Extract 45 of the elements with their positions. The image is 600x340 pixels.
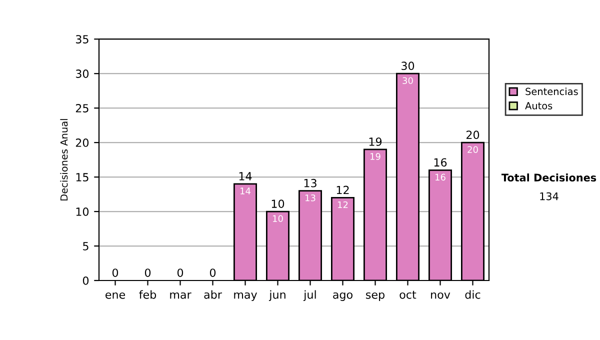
- y-tick-label: 20: [76, 138, 89, 147]
- y-tick-label: 10: [76, 208, 89, 216]
- data-label: 12: [338, 201, 348, 208]
- y-tick-label: 25: [76, 104, 88, 112]
- data-label: 13: [306, 194, 316, 202]
- x-tick-label: sep: [366, 292, 384, 301]
- legend-label: Autos: [525, 102, 552, 110]
- y-tick-label: 15: [76, 173, 88, 182]
- total-label: 12: [336, 186, 349, 194]
- text: 134: [540, 192, 558, 200]
- total-label: 0: [144, 268, 151, 277]
- text: Total Decisiones: [501, 173, 596, 182]
- x-tick-label: feb: [139, 290, 156, 299]
- data-label: 19: [370, 153, 380, 160]
- data-label: 30: [402, 77, 413, 84]
- data-label: 16: [436, 174, 446, 181]
- total-label: 0: [112, 268, 118, 277]
- total-label: 20: [466, 130, 480, 140]
- x-tick-label: nov: [431, 292, 450, 299]
- total-label: 14: [239, 172, 252, 180]
- x-tick-label: ago: [333, 292, 352, 301]
- total-label: 16: [434, 158, 447, 167]
- data-label: 20: [468, 146, 478, 153]
- x-tick-label: jun: [268, 290, 286, 301]
- x-tick-label: ene: [106, 292, 126, 299]
- x-tick-label: mar: [170, 292, 192, 299]
- total-label: 13: [304, 178, 316, 188]
- x-tick-label: dic: [465, 290, 480, 299]
- legend-label: Sentencias: [526, 88, 578, 96]
- y-tick-label: 0: [82, 276, 89, 285]
- y-tick-label: 5: [83, 242, 88, 250]
- y-tick-label: 35: [76, 35, 88, 44]
- total-label: 30: [402, 62, 414, 70]
- total-label: 10: [272, 200, 284, 208]
- total-label: 19: [369, 138, 382, 146]
- total-label: 0: [210, 268, 216, 277]
- data-label: 14: [240, 188, 250, 194]
- x-tick-label: abr: [204, 290, 222, 299]
- x-tick-label: jul: [303, 290, 316, 301]
- y-axis-title: Decisiones Anual: [60, 119, 68, 200]
- x-tick-label: oct: [400, 290, 416, 299]
- total-label: 0: [177, 268, 184, 277]
- data-label: 10: [273, 215, 283, 222]
- x-tick-label: may: [234, 292, 258, 301]
- y-tick-label: 30: [76, 70, 89, 78]
